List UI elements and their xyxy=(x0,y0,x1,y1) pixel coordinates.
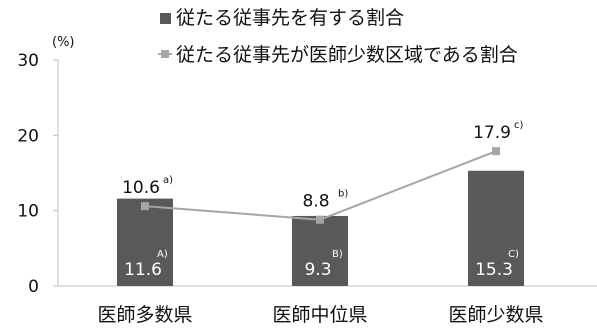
line-note-label: b) xyxy=(338,189,348,200)
y-tick-label: 30 xyxy=(17,51,39,71)
line-note-label: c) xyxy=(514,120,523,131)
y-tick-label: 20 xyxy=(17,126,39,146)
bar-note-label: B) xyxy=(332,249,343,260)
bar xyxy=(292,215,348,286)
bar xyxy=(468,170,524,286)
bar-value-label: 9.3 xyxy=(304,260,331,280)
x-category-label: 医師中位県 xyxy=(272,304,367,326)
line-note-label: a) xyxy=(163,175,173,186)
bar-note-label: A) xyxy=(157,249,168,260)
line-point xyxy=(492,147,500,156)
bar-value-label: 11.6 xyxy=(124,260,162,280)
line-point xyxy=(316,215,324,224)
line-value-label: 17.9 xyxy=(473,123,511,143)
line-value-label: 10.6 xyxy=(122,178,160,198)
y-unit-label: (%) xyxy=(52,35,75,50)
bar-value-label: 15.3 xyxy=(475,260,513,280)
legend-bar-label: 従たる従事先を有する割合 xyxy=(176,7,404,29)
legend-line-label: 従たる従事先が医師少数区域である割合 xyxy=(176,44,518,66)
legend-line-marker xyxy=(161,50,169,58)
x-category-label: 医師多数県 xyxy=(97,304,192,326)
line-value-label: 8.8 xyxy=(302,192,329,212)
bar xyxy=(117,198,173,286)
y-tick-label: 0 xyxy=(28,277,39,297)
x-category-label: 医師少数県 xyxy=(448,304,543,326)
bar-note-label: C) xyxy=(508,249,519,260)
y-tick-label: 10 xyxy=(17,202,39,222)
legend-bar-swatch xyxy=(160,13,171,24)
line-point xyxy=(141,202,149,211)
